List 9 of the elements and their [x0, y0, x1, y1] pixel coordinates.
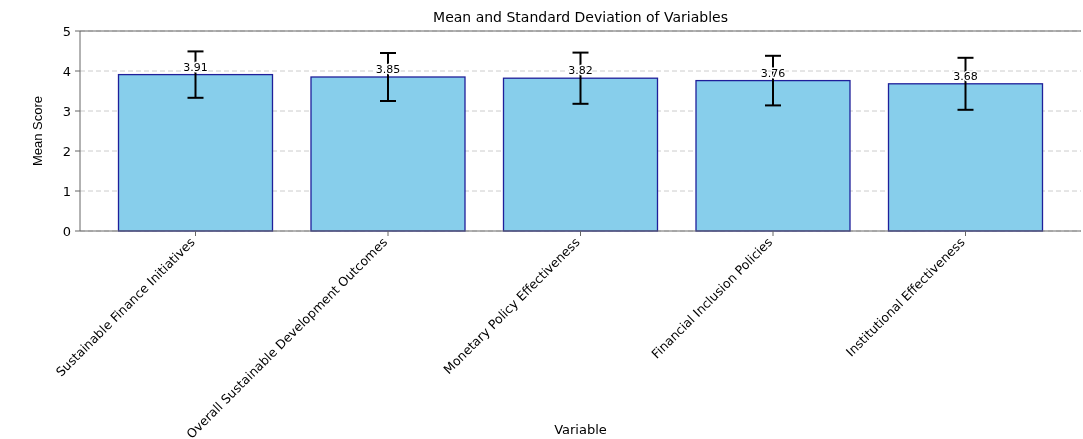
- y-tick-label: 1: [62, 183, 71, 199]
- y-axis-title: Mean Score: [30, 95, 45, 167]
- x-axis-title: Variable: [554, 422, 607, 437]
- y-tick-label: 4: [62, 63, 71, 79]
- chart-title: Mean and Standard Deviation of Variables: [433, 9, 728, 25]
- y-tick-label: 2: [62, 143, 71, 159]
- y-tick-label: 3: [62, 103, 71, 119]
- y-tick-label: 5: [62, 23, 71, 39]
- y-tick-label: 0: [62, 223, 71, 239]
